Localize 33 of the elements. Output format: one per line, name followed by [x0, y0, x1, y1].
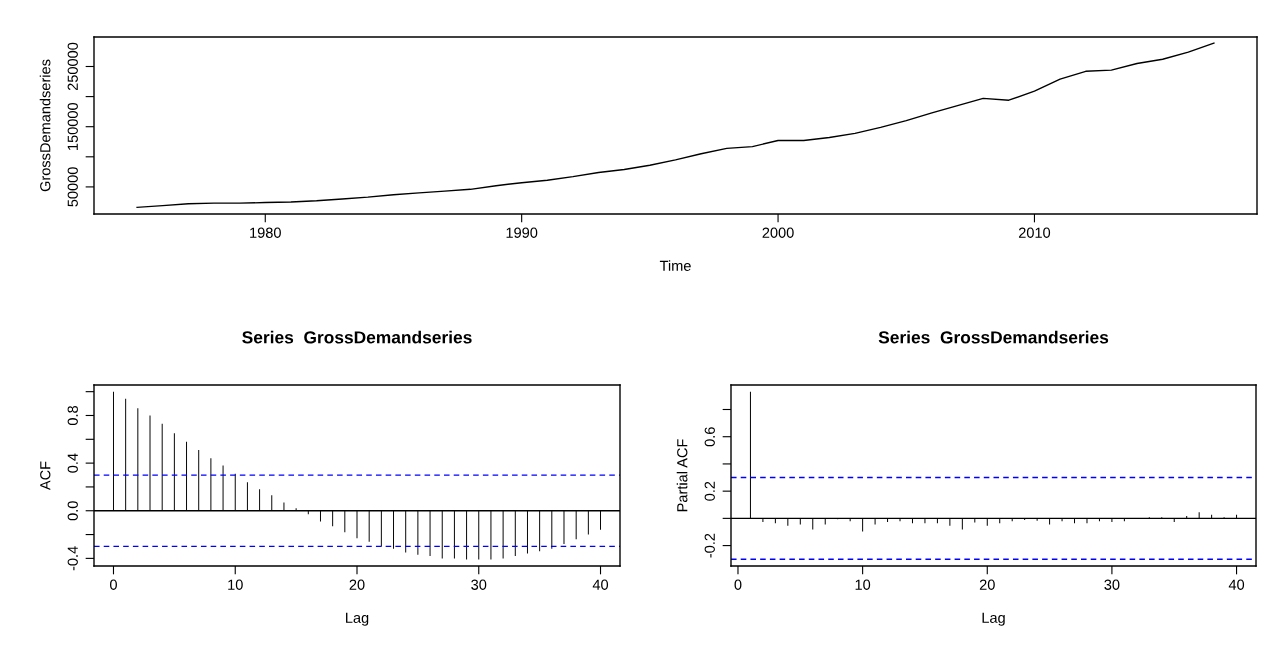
x-tick-label: 40: [1228, 579, 1245, 590]
y-tick-label: 0.6: [704, 427, 715, 447]
x-axis-title: Lag: [346, 612, 369, 626]
y-tick-label: 0.0: [67, 501, 78, 521]
x-tick-label: 1990: [506, 227, 538, 238]
chart-title: Series GrossDemandseries: [878, 330, 1109, 344]
y-tick-label: 0.2: [704, 481, 715, 501]
x-tick-label: 10: [855, 579, 871, 590]
x-tick-label: 40: [592, 579, 609, 590]
y-tick-label: 0.8: [67, 405, 78, 426]
x-axis-title: Time: [659, 260, 691, 271]
y-axis-title: Partial ACF: [676, 439, 688, 512]
y-tick-label: -0.4: [67, 546, 78, 571]
x-tick-label: 2010: [1018, 227, 1051, 238]
x-tick-label: 1980: [250, 227, 281, 238]
chart-title: Series GrossDemandseries: [242, 330, 472, 344]
y-axis-title: GrossDemandseries: [39, 59, 51, 192]
y-tick-label: 0.4: [67, 453, 78, 473]
y-tick-label: 150000: [67, 102, 78, 150]
y-axis-title: ACF: [40, 461, 51, 491]
x-tick-label: 20: [349, 579, 365, 590]
x-axis-title: Lag: [982, 612, 1005, 626]
y-tick-label: -0.2: [704, 533, 715, 558]
y-tick-label: 250000: [67, 42, 78, 91]
x-tick-label: 0: [110, 579, 117, 590]
x-tick-label: 2000: [762, 227, 794, 238]
line-series: [136, 42, 1215, 209]
x-tick-label: 0: [734, 579, 742, 590]
x-tick-label: 10: [228, 579, 243, 590]
x-tick-label: 30: [1104, 579, 1120, 590]
y-tick-label: 50000: [67, 167, 78, 207]
x-tick-label: 20: [979, 579, 995, 590]
x-tick-label: 30: [471, 579, 487, 590]
